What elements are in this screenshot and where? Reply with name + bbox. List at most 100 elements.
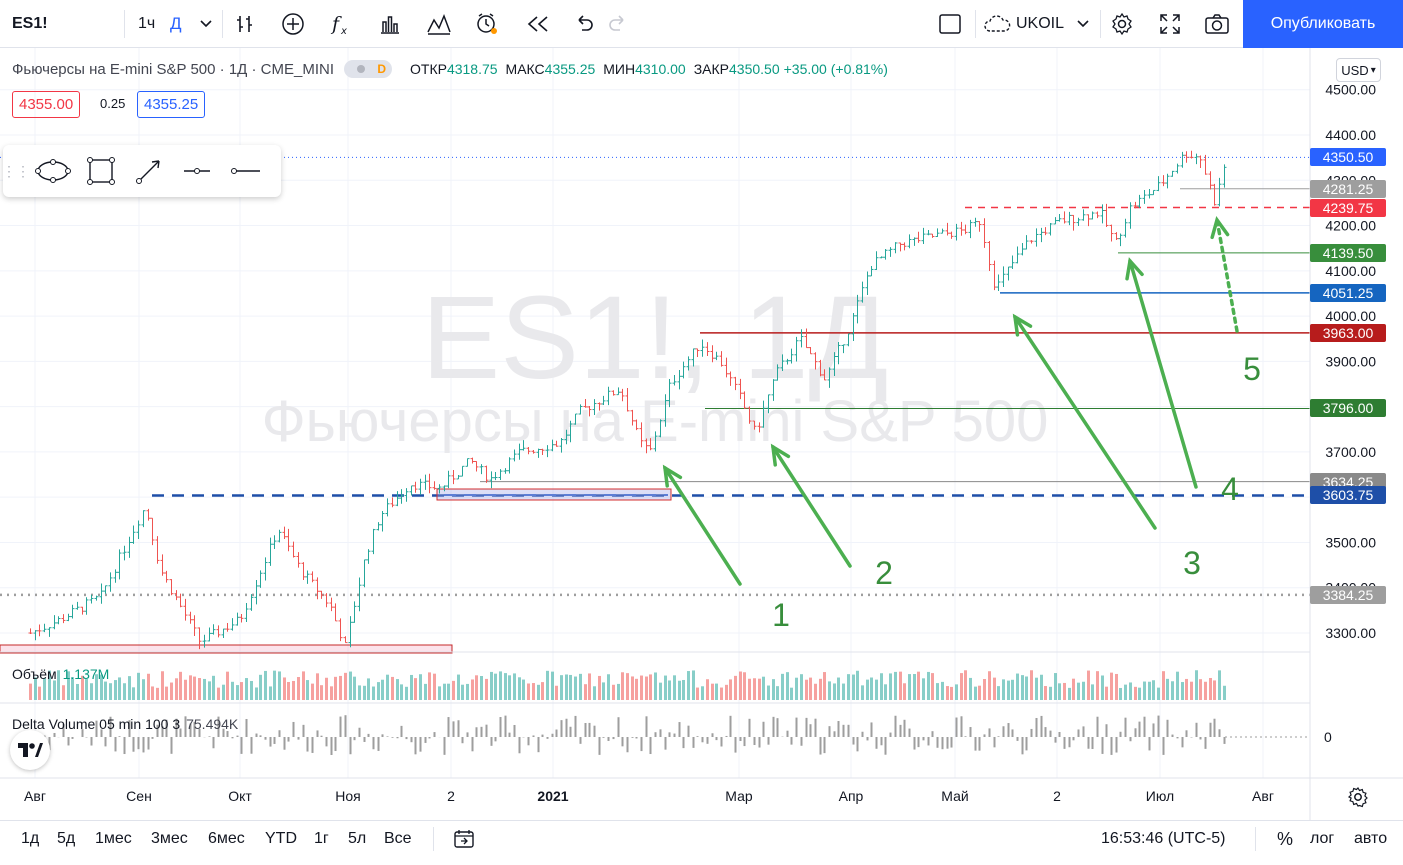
delta-bar — [1143, 716, 1146, 737]
ellipse-tool-icon[interactable] — [29, 145, 77, 197]
price-tag[interactable]: 4350.50 — [1310, 148, 1386, 167]
range-button[interactable]: 5д — [57, 830, 76, 847]
buy-price-button[interactable]: 4355.25 — [137, 91, 206, 118]
rectangle-tool-icon[interactable] — [77, 145, 125, 197]
volume-bar — [541, 682, 544, 700]
horizontal-ray-icon[interactable] — [173, 145, 221, 197]
volume-bar — [147, 673, 150, 700]
delta-bar — [621, 737, 624, 747]
bar-style-icon[interactable] — [230, 4, 260, 44]
chevron-down-icon[interactable] — [198, 4, 214, 44]
range-button[interactable]: 6мес — [208, 830, 245, 847]
axis-settings-icon[interactable] — [1344, 783, 1372, 811]
range-button[interactable]: Все — [384, 830, 412, 847]
delta-bar — [1209, 722, 1212, 737]
volume-bar — [377, 682, 380, 700]
price-tag[interactable]: 4239.75 — [1310, 198, 1386, 217]
delta-bar — [1044, 727, 1047, 737]
price-tag[interactable]: 3963.00 — [1310, 323, 1386, 342]
add-indicator-icon[interactable] — [278, 4, 308, 44]
delta-bar — [339, 716, 342, 737]
market-status-badge[interactable]: D — [344, 60, 392, 78]
camera-icon[interactable] — [1202, 4, 1232, 44]
redo-icon[interactable] — [604, 4, 632, 44]
currency-selector[interactable]: USD ▾ — [1336, 58, 1381, 82]
symbol-description[interactable]: Фьючерсы на E-mini S&P 500 · 1Д · CME_MI… — [12, 60, 334, 78]
delta-bar — [490, 737, 493, 746]
volume-bar — [1119, 687, 1122, 700]
price-tag[interactable]: 3603.75 — [1310, 486, 1386, 505]
delta-bar — [222, 728, 225, 737]
layout-name-button[interactable]: UKOIL — [1016, 15, 1065, 32]
price-tag[interactable]: 3384.25 — [1310, 585, 1386, 604]
delta-bar — [1063, 737, 1066, 749]
volume-bar — [67, 671, 70, 700]
go-to-date-icon[interactable] — [453, 821, 475, 857]
volume-bar — [283, 677, 286, 700]
volume-bar — [405, 686, 408, 700]
price-tick-label: 4500.00 — [1325, 82, 1376, 98]
cloud-icon[interactable] — [982, 4, 1012, 44]
volume-bar — [339, 675, 342, 700]
volume-bar — [988, 671, 991, 700]
range-button[interactable]: 3мес — [151, 830, 188, 847]
chart-type-button[interactable]: Д — [170, 14, 182, 33]
fullscreen-icon[interactable] — [1155, 4, 1185, 44]
layout-icon[interactable] — [935, 4, 965, 44]
drag-handle-icon[interactable]: ⋮⋮ — [2, 162, 30, 179]
range-button[interactable]: 5л — [348, 830, 367, 847]
volume-bar — [809, 677, 812, 700]
volume-bar — [485, 678, 488, 700]
volume-bar — [156, 687, 159, 700]
symbol-search-button[interactable]: ES1! — [12, 15, 48, 32]
horizontal-line-icon[interactable] — [221, 145, 269, 197]
indicators-icon[interactable] — [375, 4, 405, 44]
delta-bar — [161, 726, 164, 737]
publish-button[interactable]: Опубликовать — [1243, 0, 1403, 48]
tradingview-logo[interactable] — [10, 730, 50, 770]
gear-icon[interactable] — [1107, 4, 1137, 44]
delta-bar — [960, 716, 963, 737]
range-button[interactable]: YTD — [265, 830, 297, 847]
clock-label[interactable]: 16:53:46 (UTC-5) — [1101, 830, 1226, 847]
interval-button[interactable]: 1ч — [138, 15, 156, 32]
range-button[interactable]: 1д — [21, 830, 40, 847]
price-tag[interactable]: 3796.00 — [1310, 399, 1386, 418]
price-tag[interactable]: 3634.25 — [1310, 472, 1386, 491]
arrow-tool-icon[interactable] — [125, 145, 173, 197]
price-tag[interactable]: 4139.50 — [1310, 243, 1386, 262]
volume-bar — [255, 687, 258, 700]
sell-price-button[interactable]: 4355.00 — [12, 91, 81, 118]
log-toggle[interactable]: лог — [1310, 830, 1335, 847]
percent-toggle[interactable]: % — [1277, 828, 1294, 849]
price-tag[interactable]: 4281.25 — [1310, 179, 1386, 198]
close-value: 4350.50 — [729, 61, 780, 77]
volume-legend[interactable]: Объём 1.137M — [12, 666, 109, 682]
range-button[interactable]: 1мес — [95, 830, 132, 847]
price-chart[interactable]: ES1!, 1Д Фьючерсы на E-mini S&P 500 1 2 3 4… — [0, 48, 1403, 820]
replay-icon[interactable] — [523, 4, 553, 44]
dot-icon — [357, 65, 366, 73]
price-tag[interactable]: 4051.25 — [1310, 283, 1386, 302]
delta-bar — [936, 737, 939, 748]
delta-bar — [908, 728, 911, 737]
auto-toggle[interactable]: авто — [1354, 830, 1388, 847]
delta-legend[interactable]: Delta Volume 05 min 100 3 75.494K — [12, 716, 238, 732]
delta-bar — [179, 728, 182, 737]
undo-icon[interactable] — [570, 4, 598, 44]
volume-bar — [100, 674, 103, 700]
delta-bar — [381, 734, 384, 737]
templates-icon[interactable] — [424, 4, 454, 44]
volume-bar — [1007, 680, 1010, 700]
volume-bar — [518, 677, 521, 700]
volume-bar — [1054, 673, 1057, 700]
watermark-symbol: ES1!, 1Д — [422, 272, 889, 404]
volume-bar — [414, 678, 417, 700]
alert-icon[interactable] — [472, 4, 502, 44]
delta-bar — [358, 727, 361, 737]
chevron-down-icon[interactable] — [1075, 4, 1091, 44]
delta-bar — [433, 732, 436, 737]
range-button[interactable]: 1г — [314, 830, 329, 847]
delta-bar — [278, 730, 281, 737]
